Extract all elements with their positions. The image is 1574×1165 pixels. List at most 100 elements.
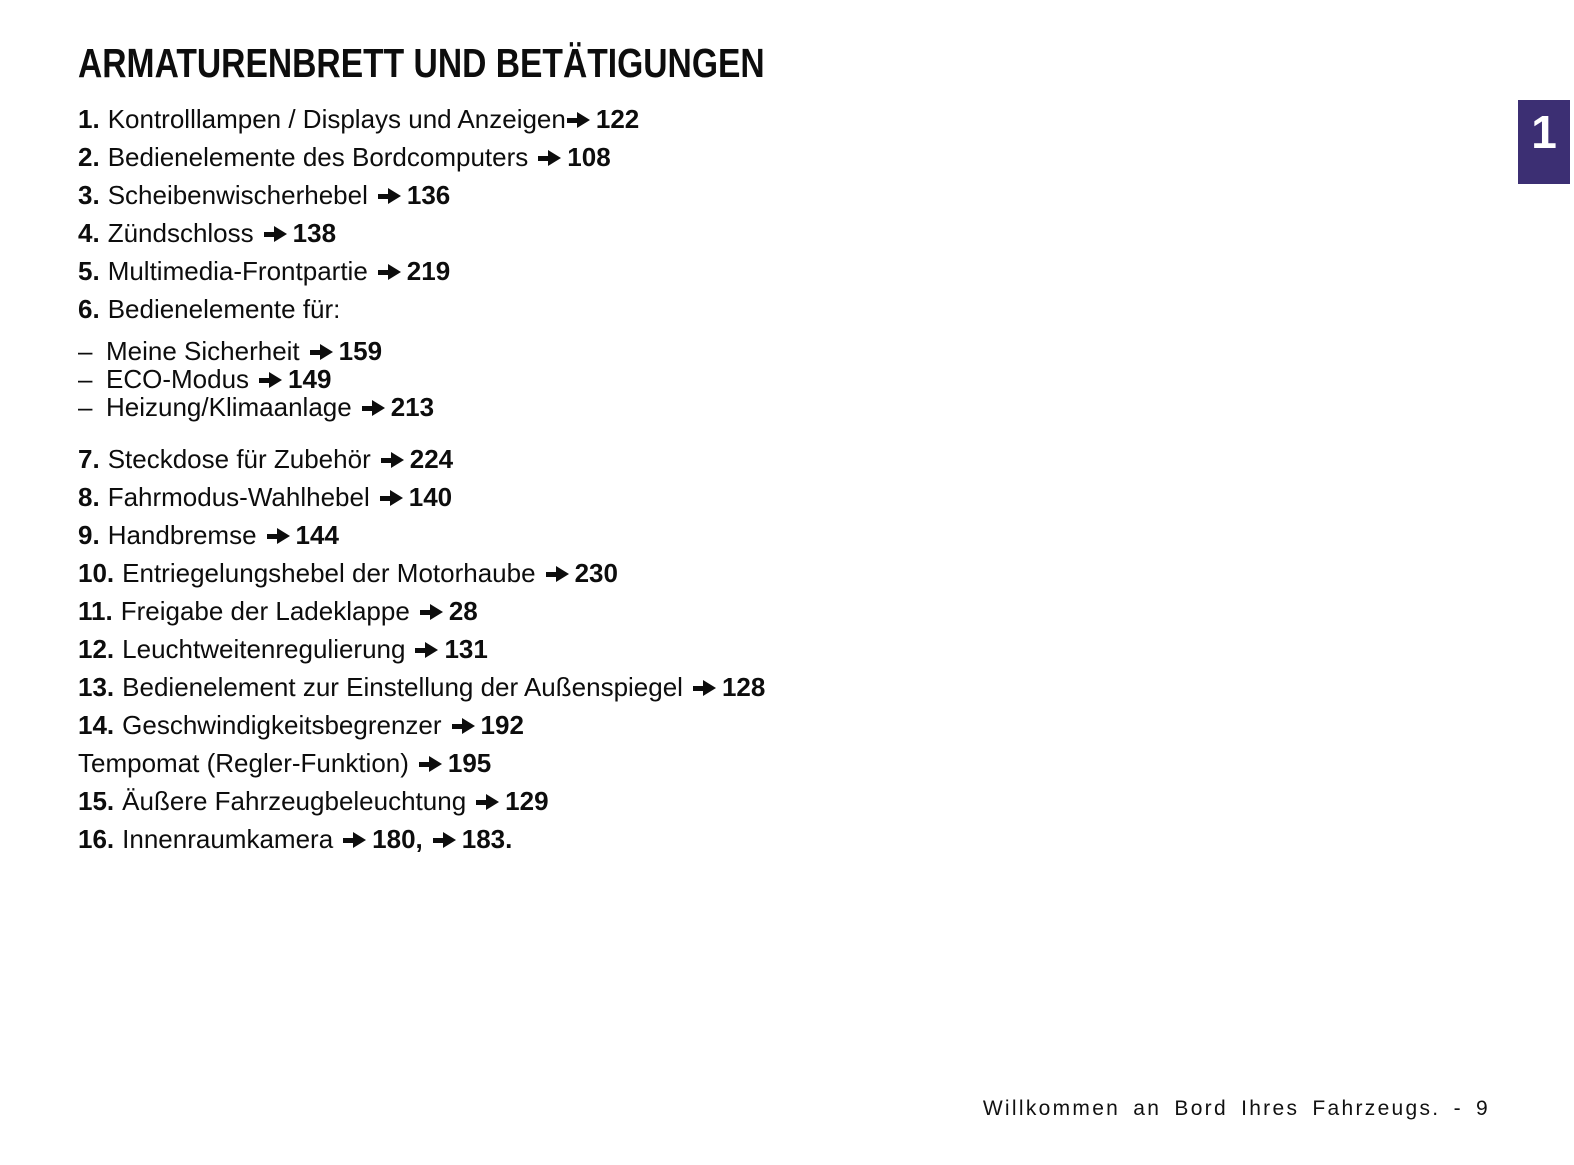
toc-list: 1. Kontrolllampen / Displays und Anzeigen… <box>78 100 765 858</box>
arrow-right-icon <box>266 528 290 545</box>
item-number: 7. <box>78 444 100 474</box>
footer-text: Willkommen an Bord Ihres Fahrzeugs. - 9 <box>982 1097 1490 1120</box>
toc-item: 16. Innenraumkamera 180, 183. <box>78 820 765 858</box>
page-ref: 195 <box>447 748 492 778</box>
dash-bullet: – <box>78 364 93 394</box>
item-label: Tempomat (Regler-Funktion) <box>78 748 409 778</box>
arrow-right-icon <box>432 832 456 849</box>
page-ref: 224 <box>409 444 454 474</box>
toc-item: 6. Bedienelemente für: <box>78 290 765 328</box>
item-number: 10. <box>78 558 115 588</box>
page-ref: 219 <box>406 256 451 286</box>
item-label: Leuchtweitenregulierung <box>122 634 406 664</box>
page-ref: 138 <box>292 218 337 248</box>
item-label: Äußere Fahrzeugbeleuchtung <box>122 786 467 816</box>
item-number: 16. <box>78 824 115 854</box>
toc-item: 12. Leuchtweitenregulierung 131 <box>78 630 765 668</box>
item-number: 8. <box>78 482 100 512</box>
toc-item: – ECO-Modus 149 <box>78 365 765 393</box>
arrow-right-icon <box>692 680 716 697</box>
page-ref: 131 <box>444 634 488 664</box>
page-ref: 128 <box>721 672 766 702</box>
toc-item: 9. Handbremse 144 <box>78 516 765 554</box>
item-label: Fahrmodus-Wahlhebel <box>107 482 370 512</box>
item-number: 13. <box>78 672 115 702</box>
arrow-right-icon <box>545 566 569 583</box>
item-number: 14. <box>78 710 115 740</box>
toc-item: 13. Bedienelement zur Einstellung der Auß… <box>78 668 765 706</box>
arrow-right-icon <box>380 452 404 469</box>
item-label: Entriegelungshebel der Motorhaube <box>122 558 536 588</box>
arrow-right-icon <box>415 642 439 659</box>
arrow-right-icon <box>263 226 287 243</box>
toc-item: 3. Scheibenwischerhebel 136 <box>78 176 765 214</box>
toc-item: 7. Steckdose für Zubehör 224 <box>78 440 765 478</box>
arrow-right-icon <box>309 344 333 361</box>
item-number: 4. <box>78 218 100 248</box>
arrow-right-icon <box>538 150 562 167</box>
page-ref: 129 <box>505 786 549 816</box>
page-ref: 108 <box>567 142 611 172</box>
page-ref: 144 <box>295 520 339 550</box>
page-ref: 180, <box>372 824 423 854</box>
arrow-right-icon <box>418 756 442 773</box>
dash-bullet: – <box>78 336 93 366</box>
toc-item: 5. Multimedia-Frontpartie 219 <box>78 252 765 290</box>
page-ref: 192 <box>480 710 524 740</box>
item-label: Geschwindigkeitsbegrenzer <box>122 710 442 740</box>
chapter-number: 1 <box>1531 106 1557 158</box>
item-label: Bedienelemente für: <box>107 294 341 324</box>
item-number: 9. <box>78 520 100 550</box>
toc-item: 8. Fahrmodus-Wahlhebel 140 <box>78 478 765 516</box>
toc-item: 1. Kontrolllampen / Displays und Anzeigen… <box>78 100 765 138</box>
page-ref: 213 <box>390 392 435 422</box>
arrow-right-icon <box>476 794 500 811</box>
item-number: 1. <box>78 104 100 134</box>
toc-item: – Meine Sicherheit 159 <box>78 337 765 365</box>
item-label: Bedienelemente des Bordcomputers <box>107 142 529 172</box>
item-number: 15. <box>78 786 115 816</box>
toc-item: 11. Freigabe der Ladeklappe 28 <box>78 592 765 630</box>
item-label: Handbremse <box>107 520 257 550</box>
item-number: 3. <box>78 180 100 210</box>
item-number: 6. <box>78 294 100 324</box>
chapter-tab: 1 <box>1518 100 1570 184</box>
toc-item: 2. Bedienelemente des Bordcomputers 108 <box>78 138 765 176</box>
dash-bullet: – <box>78 392 93 422</box>
arrow-right-icon <box>361 400 385 417</box>
item-label: Bedienelement zur Einstellung der Außens… <box>122 672 683 702</box>
item-label: Zündschloss <box>107 218 254 248</box>
item-number: 2. <box>78 142 100 172</box>
arrow-right-icon <box>451 718 475 735</box>
page-ref: 122 <box>595 104 640 134</box>
page-ref: 136 <box>406 180 451 210</box>
arrow-right-icon <box>379 490 403 507</box>
item-label: Meine Sicherheit <box>106 336 300 366</box>
item-label: ECO-Modus <box>106 364 250 394</box>
item-label: Freigabe der Ladeklappe <box>120 596 410 626</box>
toc-item: 10. Entriegelungshebel der Motorhaube 230 <box>78 554 765 592</box>
toc-item: 15. Äußere Fahrzeugbeleuchtung 129 <box>78 782 765 820</box>
item-label: Kontrolllampen / Displays und Anzeigen <box>107 104 566 134</box>
page-ref: 28 <box>448 596 478 626</box>
arrow-right-icon <box>259 372 283 389</box>
arrow-right-icon <box>419 604 443 621</box>
arrow-right-icon <box>377 188 401 205</box>
arrow-right-icon <box>343 832 367 849</box>
item-label: Innenraumkamera <box>122 824 334 854</box>
item-label: Scheibenwischerhebel <box>107 180 368 210</box>
toc-item: 4. Zündschloss 138 <box>78 214 765 252</box>
item-number: 5. <box>78 256 100 286</box>
page-ref: 140 <box>408 482 453 512</box>
item-number: 11. <box>78 596 113 626</box>
item-label: Heizung/Klimaanlage <box>106 392 352 422</box>
page-ref: 230 <box>574 558 618 588</box>
arrow-right-icon <box>566 112 590 129</box>
item-number: 12. <box>78 634 115 664</box>
toc-item: Tempomat (Regler-Funktion) 195 <box>78 744 765 782</box>
arrow-right-icon <box>377 264 401 281</box>
page-title: ARMATURENBRETT UND BETÄTIGUNGEN <box>78 40 765 86</box>
toc-item: 14. Geschwindigkeitsbegrenzer 192 <box>78 706 765 744</box>
page-ref: 149 <box>288 364 332 394</box>
